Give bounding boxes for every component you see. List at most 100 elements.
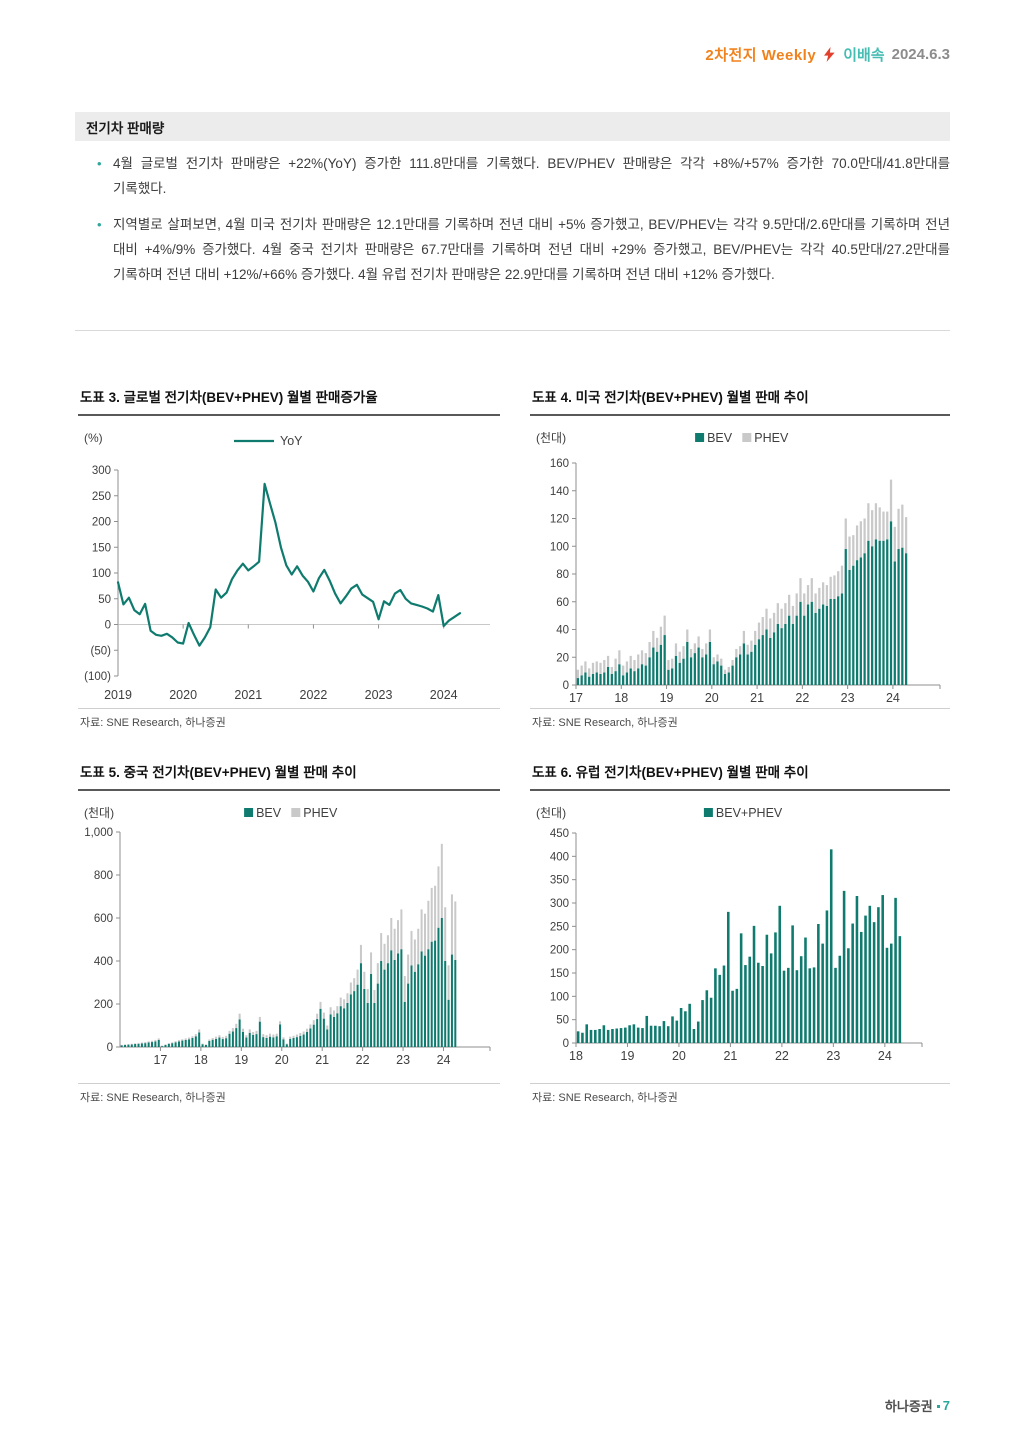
svg-text:120: 120 <box>550 514 569 526</box>
footer-dot-icon <box>936 1405 940 1408</box>
svg-text:23: 23 <box>396 1053 410 1067</box>
svg-text:BEV: BEV <box>256 806 282 820</box>
svg-text:20: 20 <box>275 1053 289 1067</box>
svg-text:18: 18 <box>194 1053 208 1067</box>
europe-monthly-bar-chart: (천대) BEV+PHEV 0 50 100 150 200 250 300 350 400 450 1… <box>536 805 923 1063</box>
svg-text:YoY: YoY <box>280 434 303 448</box>
svg-text:22: 22 <box>356 1053 370 1067</box>
lightning-icon <box>824 47 835 62</box>
chart-europe-monthly: 도표 6. 유럽 전기차(BEV+PHEV) 월별 판매 추이 (천대) BEV+… <box>530 758 950 1105</box>
chart-china-monthly: 도표 5. 중국 전기차(BEV+PHEV) 월별 판매 추이 (천대) BEV P… <box>78 758 500 1105</box>
svg-text:(천대): (천대) <box>84 805 114 820</box>
svg-text:150: 150 <box>92 542 111 554</box>
svg-text:19: 19 <box>234 1053 248 1067</box>
svg-text:300: 300 <box>550 898 569 910</box>
bullet-text: 4월 글로벌 전기차 판매량은 +22%(YoY) 증가한 111.8만대를 기… <box>113 156 950 196</box>
chart-source: 자료: SNE Research, 하나증권 <box>78 708 500 730</box>
chart-title: 도표 3. 글로벌 전기차(BEV+PHEV) 월별 판매증가율 <box>78 383 500 416</box>
svg-text:23: 23 <box>826 1049 840 1063</box>
svg-text:21: 21 <box>723 1049 737 1063</box>
section-title: 전기차 판매량 <box>86 120 165 136</box>
svg-text:(50): (50) <box>91 645 112 657</box>
chart-global-yoy: 도표 3. 글로벌 전기차(BEV+PHEV) 월별 판매증가율 (%) YoY (… <box>78 383 500 730</box>
chart-title: 도표 4. 미국 전기차(BEV+PHEV) 월별 판매 추이 <box>530 383 950 416</box>
svg-text:350: 350 <box>550 875 569 887</box>
summary-bullets: • 4월 글로벌 전기차 판매량은 +22%(YoY) 증가한 111.8만대를… <box>97 151 950 298</box>
svg-text:21: 21 <box>750 691 764 705</box>
us-monthly-bar-chart: (천대) BEV PHEV 0 20 40 60 80 100 120 140 160 17 18 19 20… <box>536 430 941 705</box>
svg-text:2019: 2019 <box>104 688 132 702</box>
report-header: 2차전지 Weekly 이배속 2024.6.3 <box>705 44 950 65</box>
svg-text:100: 100 <box>550 541 569 553</box>
svg-text:(천대): (천대) <box>536 805 566 820</box>
svg-text:1,000: 1,000 <box>84 827 113 839</box>
chart-source: 자료: SNE Research, 하나증권 <box>530 1083 950 1105</box>
analyst-name: 이배속 <box>843 47 885 64</box>
svg-text:0: 0 <box>105 620 111 632</box>
global-yoy-line-chart: (%) YoY (100) (50) 0 50 100 150 200 250 300 2019 202… <box>84 431 490 702</box>
svg-text:19: 19 <box>621 1049 635 1063</box>
svg-text:17: 17 <box>153 1053 167 1067</box>
bullet-item: • 지역별로 살펴보면, 4월 미국 전기차 판매량은 12.1만대를 기록하며… <box>97 212 950 287</box>
svg-text:160: 160 <box>550 458 569 470</box>
svg-text:BEV+PHEV: BEV+PHEV <box>716 806 783 820</box>
svg-text:200: 200 <box>92 517 111 529</box>
svg-text:PHEV: PHEV <box>754 431 789 445</box>
svg-text:200: 200 <box>550 945 569 957</box>
svg-text:PHEV: PHEV <box>303 806 338 820</box>
svg-text:23: 23 <box>841 691 855 705</box>
chart-title: 도표 5. 중국 전기차(BEV+PHEV) 월별 판매 추이 <box>78 758 500 791</box>
svg-text:22: 22 <box>795 691 809 705</box>
svg-text:BEV: BEV <box>707 431 733 445</box>
svg-text:2024: 2024 <box>430 688 458 702</box>
svg-text:19: 19 <box>660 691 674 705</box>
svg-text:400: 400 <box>94 956 113 968</box>
page-number: 7 <box>942 1398 950 1413</box>
page-footer: 하나증권 7 <box>885 1396 950 1415</box>
svg-text:450: 450 <box>550 828 569 840</box>
svg-text:200: 200 <box>94 999 113 1011</box>
svg-text:(천대): (천대) <box>536 430 566 445</box>
bullet-text: 지역별로 살펴보면, 4월 미국 전기차 판매량은 12.1만대를 기록하며 전… <box>113 217 950 282</box>
chart-us-monthly: 도표 4. 미국 전기차(BEV+PHEV) 월별 판매 추이 (천대) BEV P… <box>530 383 950 730</box>
svg-text:80: 80 <box>556 569 569 581</box>
svg-text:140: 140 <box>550 486 569 498</box>
svg-text:20: 20 <box>672 1049 686 1063</box>
svg-text:150: 150 <box>550 968 569 980</box>
section-header: 전기차 판매량 <box>75 112 950 141</box>
bullet-icon: • <box>97 217 102 232</box>
svg-text:(%): (%) <box>84 431 103 445</box>
svg-text:50: 50 <box>556 1015 569 1027</box>
svg-text:250: 250 <box>92 491 111 503</box>
bullet-item: • 4월 글로벌 전기차 판매량은 +22%(YoY) 증가한 111.8만대를… <box>97 151 950 201</box>
section-divider <box>75 330 950 331</box>
svg-text:50: 50 <box>98 594 111 606</box>
svg-text:21: 21 <box>315 1053 329 1067</box>
svg-text:2023: 2023 <box>365 688 393 702</box>
svg-text:24: 24 <box>437 1053 451 1067</box>
chart-source: 자료: SNE Research, 하나증권 <box>530 708 950 730</box>
svg-text:17: 17 <box>569 691 583 705</box>
svg-text:2020: 2020 <box>169 688 197 702</box>
svg-text:18: 18 <box>614 691 628 705</box>
svg-text:250: 250 <box>550 921 569 933</box>
svg-text:22: 22 <box>775 1049 789 1063</box>
svg-text:100: 100 <box>550 991 569 1003</box>
svg-text:0: 0 <box>563 680 569 692</box>
svg-text:40: 40 <box>556 625 569 637</box>
svg-text:600: 600 <box>94 913 113 925</box>
svg-text:24: 24 <box>886 691 900 705</box>
chart-title: 도표 6. 유럽 전기차(BEV+PHEV) 월별 판매 추이 <box>530 758 950 791</box>
svg-text:800: 800 <box>94 870 113 882</box>
chart-source: 자료: SNE Research, 하나증권 <box>78 1083 500 1105</box>
svg-text:400: 400 <box>550 851 569 863</box>
svg-text:2021: 2021 <box>234 688 262 702</box>
svg-text:100: 100 <box>92 568 111 580</box>
bullet-icon: • <box>97 156 102 171</box>
svg-text:2022: 2022 <box>300 688 328 702</box>
svg-text:(100): (100) <box>84 671 111 683</box>
svg-text:24: 24 <box>878 1049 892 1063</box>
svg-text:20: 20 <box>705 691 719 705</box>
svg-text:0: 0 <box>107 1042 113 1054</box>
